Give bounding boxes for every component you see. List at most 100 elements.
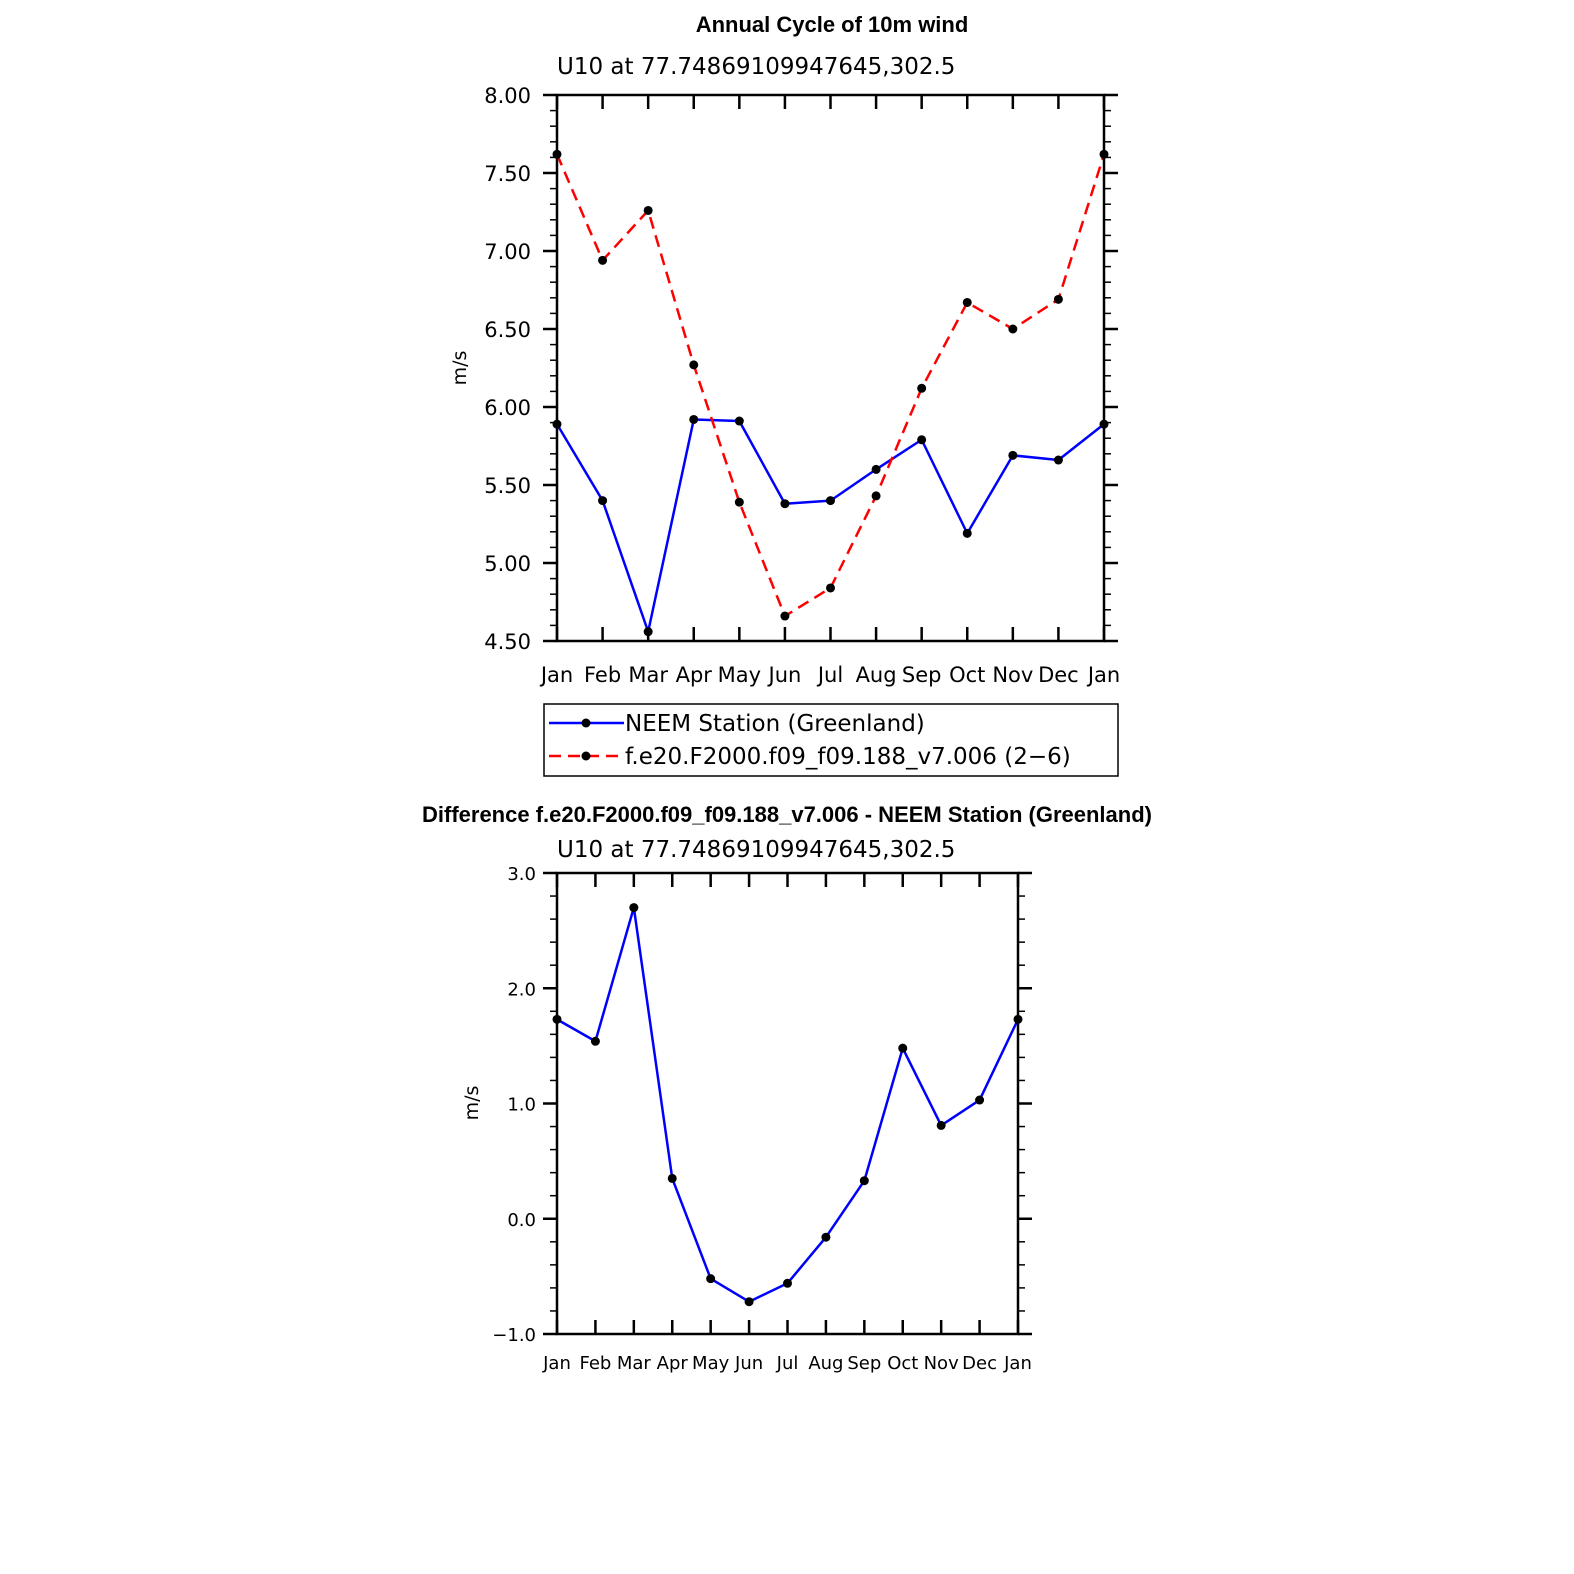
x-tick-label: Sep	[902, 663, 942, 687]
chart-subtitle: U10 at 77.74869109947645,302.5	[557, 54, 955, 80]
data-point	[590, 1036, 600, 1046]
x-tick-label: Jan	[539, 663, 573, 687]
x-tick-label: Nov	[924, 1353, 959, 1374]
data-point	[1053, 455, 1063, 465]
chart-title: Annual Cycle of 10m wind	[696, 12, 969, 37]
y-tick-label: 7.50	[484, 162, 531, 186]
y-tick-label: 6.50	[484, 318, 531, 342]
y-tick-label: 2.0	[507, 979, 536, 1000]
data-point	[629, 903, 639, 913]
data-point	[706, 1274, 716, 1284]
y-tick-label: 4.50	[484, 630, 531, 654]
legend-marker	[581, 751, 591, 761]
series-group	[552, 149, 1109, 637]
x-tick-label: Mar	[628, 663, 668, 687]
y-tick-labels: 4.50 5.00 5.50 6.00 6.50 7.00 7.50 8.00	[484, 84, 531, 654]
data-point	[643, 627, 653, 637]
x-tick-labels: Jan Feb Mar Apr May Jun Jul Aug Sep Oct Nov Dec Jan	[539, 663, 1120, 687]
data-point	[598, 255, 608, 265]
legend-item-model: f.e20.F2000.f09_f09.188_v7.006 (2−6)	[549, 744, 1071, 770]
data-point	[962, 528, 972, 538]
legend-item-neem: NEEM Station (Greenland)	[549, 711, 925, 737]
x-tick-label: Oct	[887, 1353, 918, 1374]
legend-box	[543, 703, 1119, 777]
data-point	[689, 360, 699, 370]
x-tick-label: Jun	[767, 663, 802, 687]
data-point	[898, 1043, 908, 1053]
data-point	[667, 1173, 677, 1183]
y-axis-label: m/s	[449, 351, 471, 386]
y-tick-label: 3.0	[507, 864, 536, 885]
data-point	[643, 205, 653, 215]
tick-marks	[543, 871, 1032, 1336]
x-tick-label: Apr	[676, 663, 713, 687]
data-point	[936, 1120, 946, 1130]
data-point	[821, 1232, 831, 1242]
series-line-0	[555, 418, 1105, 633]
data-point	[871, 491, 881, 501]
data-point	[1008, 450, 1018, 460]
y-tick-label: 5.00	[484, 552, 531, 576]
data-point	[780, 611, 790, 621]
x-tick-label: May	[718, 663, 761, 687]
chart-subtitle: U10 at 77.74869109947645,302.5	[557, 837, 955, 863]
data-point	[689, 414, 699, 424]
x-tick-label: Aug	[808, 1353, 843, 1374]
annual-cycle-chart: Annual Cycle of 10m wind U10 at 77.74869…	[449, 12, 1120, 777]
chart-title: Difference f.e20.F2000.f09_f09.188_v7.00…	[422, 802, 1152, 827]
plot-frame	[555, 871, 1020, 1336]
legend-label-model: f.e20.F2000.f09_f09.188_v7.006 (2−6)	[625, 744, 1071, 770]
data-point	[783, 1278, 792, 1288]
data-point	[744, 1297, 754, 1307]
x-tick-label: Dec	[962, 1353, 997, 1374]
plot-frame	[555, 93, 1106, 643]
data-point	[826, 583, 835, 593]
series-group	[552, 903, 1023, 1307]
series-line-1	[555, 153, 1106, 618]
data-point	[780, 499, 790, 509]
x-tick-label: Jun	[734, 1353, 763, 1374]
x-tick-label: Jan	[1086, 663, 1120, 687]
data-point	[734, 416, 744, 426]
series-line-0	[556, 906, 1020, 1303]
x-tick-label: Feb	[584, 663, 621, 687]
y-tick-labels: −1.0 0.0 1.0 2.0 3.0	[492, 864, 536, 1346]
x-tick-labels: Jan Feb Mar Apr May Jun Jul Aug Sep Oct Nov Dec Jan	[542, 1353, 1032, 1374]
x-tick-label: Mar	[617, 1353, 652, 1374]
tick-marks	[543, 93, 1118, 643]
x-tick-label: Oct	[949, 663, 985, 687]
x-tick-label: Dec	[1038, 663, 1079, 687]
x-tick-label: Sep	[847, 1353, 881, 1374]
legend: NEEM Station (Greenland) f.e20.F2000.f09…	[543, 703, 1119, 777]
data-point	[734, 497, 744, 507]
x-tick-label: Jul	[816, 663, 843, 687]
x-tick-label: Feb	[579, 1353, 611, 1374]
x-tick-label: Jan	[1003, 1353, 1032, 1374]
data-point	[1008, 324, 1018, 334]
y-tick-label: 6.00	[484, 396, 531, 420]
x-tick-label: Aug	[856, 663, 897, 687]
y-tick-label: 8.00	[484, 84, 531, 108]
y-tick-label: 1.0	[507, 1095, 536, 1116]
y-tick-label: 7.00	[484, 240, 531, 264]
x-tick-label: Jan	[542, 1353, 571, 1374]
difference-chart: Difference f.e20.F2000.f09_f09.188_v7.00…	[422, 802, 1152, 1374]
y-tick-label: 5.50	[484, 474, 531, 498]
x-tick-label: Jul	[776, 1353, 799, 1374]
y-tick-label: 0.0	[507, 1210, 536, 1231]
data-point	[975, 1095, 985, 1105]
data-point	[917, 435, 927, 445]
data-point	[1053, 294, 1063, 304]
y-axis-label: m/s	[461, 1086, 483, 1121]
x-tick-label: Apr	[657, 1353, 689, 1374]
data-point	[962, 297, 972, 307]
x-tick-label: May	[692, 1353, 730, 1374]
data-point	[598, 496, 608, 506]
legend-marker	[581, 718, 591, 728]
legend-label-neem: NEEM Station (Greenland)	[625, 711, 925, 737]
data-point	[871, 464, 881, 474]
x-tick-label: Nov	[992, 663, 1033, 687]
data-point	[826, 496, 835, 506]
data-point	[859, 1176, 869, 1186]
